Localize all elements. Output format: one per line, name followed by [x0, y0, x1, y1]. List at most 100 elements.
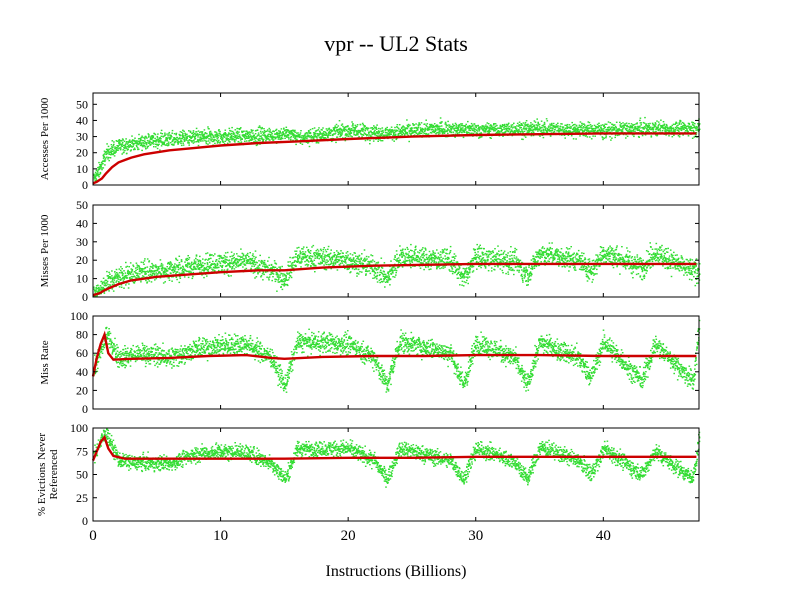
sample-point: [183, 276, 186, 278]
sample-point: [409, 130, 412, 132]
sample-point: [171, 129, 174, 132]
sample-point: [342, 125, 344, 128]
sample-point: [245, 140, 248, 142]
sample-point: [574, 126, 576, 128]
sample-point: [199, 134, 202, 136]
sample-point: [120, 278, 122, 280]
sample-point: [151, 273, 154, 275]
sample-point: [188, 257, 191, 259]
sample-point: [157, 138, 160, 141]
sample-point: [470, 127, 472, 129]
sample-point: [452, 123, 454, 125]
sample-point: [371, 255, 374, 257]
sample-point: [478, 128, 481, 130]
sample-point: [363, 267, 365, 269]
sample-point: [632, 124, 634, 126]
sample-point: [385, 128, 387, 131]
sample-point: [212, 263, 215, 265]
sample-point: [209, 138, 212, 140]
sample-point: [577, 126, 579, 129]
sample-point: [249, 257, 252, 260]
sample-point: [106, 282, 108, 284]
sample-point: [131, 142, 133, 144]
sample-point: [137, 140, 139, 142]
sample-point: [418, 132, 420, 135]
sample-point: [411, 127, 413, 129]
sample-point: [598, 128, 601, 130]
sample-point: [193, 261, 196, 263]
sample-point: [176, 137, 179, 139]
sample-point: [277, 138, 280, 140]
sample-point: [129, 277, 131, 279]
sample-point: [182, 132, 184, 135]
sample-point: [306, 136, 308, 138]
sample-point: [152, 139, 155, 142]
sample-point: [352, 263, 354, 265]
sample-point: [143, 270, 146, 273]
sample-point: [235, 258, 237, 260]
sample-point: [262, 263, 265, 265]
sample-point: [298, 135, 300, 137]
sample-point: [350, 135, 352, 137]
sample-point: [324, 262, 327, 264]
sample-point: [380, 278, 383, 280]
sample-point: [247, 262, 249, 265]
sample-point: [411, 250, 413, 252]
sample-point: [337, 253, 339, 256]
sample-point: [588, 127, 591, 129]
sample-point: [496, 127, 499, 129]
sample-point: [327, 263, 329, 266]
sample-point: [691, 123, 694, 125]
sample-point: [375, 131, 378, 133]
sample-point: [454, 127, 457, 129]
sample-point: [505, 125, 507, 128]
sample-point: [101, 289, 103, 292]
sample-point: [401, 255, 403, 258]
sample-point: [568, 126, 571, 128]
sample-point: [414, 130, 417, 132]
sample-point: [489, 130, 492, 132]
sample-point: [490, 125, 493, 127]
sample-point: [416, 129, 419, 131]
sample-point: [315, 135, 318, 138]
sample-point: [208, 266, 210, 268]
sample-point: [149, 270, 151, 272]
sample-point: [325, 254, 328, 257]
sample-point: [328, 133, 330, 135]
sample-point: [171, 132, 173, 134]
sample-point: [491, 128, 494, 131]
sample-point: [412, 259, 415, 261]
chart-title: vpr -- UL2 Stats: [324, 31, 468, 56]
sample-point: [575, 128, 577, 130]
sample-point: [403, 261, 405, 263]
sample-point: [471, 124, 474, 126]
sample-point: [319, 263, 322, 265]
sample-point: [691, 129, 693, 132]
sample-point: [190, 136, 192, 138]
sample-point: [342, 252, 344, 254]
sample-point: [564, 130, 566, 133]
sample-point: [334, 133, 336, 135]
sample-point: [408, 251, 410, 253]
sample-point: [129, 144, 131, 146]
sample-point: [433, 123, 436, 125]
sample-point: [138, 265, 140, 267]
sample-point: [587, 129, 590, 131]
sample-point: [424, 248, 427, 250]
sample-point: [416, 133, 419, 135]
sample-point: [542, 136, 545, 139]
sample-point: [390, 273, 393, 275]
sample-point: [258, 137, 261, 140]
sample-point: [666, 125, 668, 127]
sample-point: [156, 269, 159, 272]
sample-point: [221, 260, 223, 262]
sample-point: [222, 141, 225, 143]
sample-point: [148, 261, 150, 263]
sample-point: [463, 131, 465, 133]
sample-point: [129, 145, 131, 148]
sample-point: [695, 127, 697, 130]
sample-point: [417, 125, 420, 127]
sample-point: [141, 268, 143, 270]
sample-point: [118, 144, 121, 146]
sample-point: [178, 272, 181, 274]
